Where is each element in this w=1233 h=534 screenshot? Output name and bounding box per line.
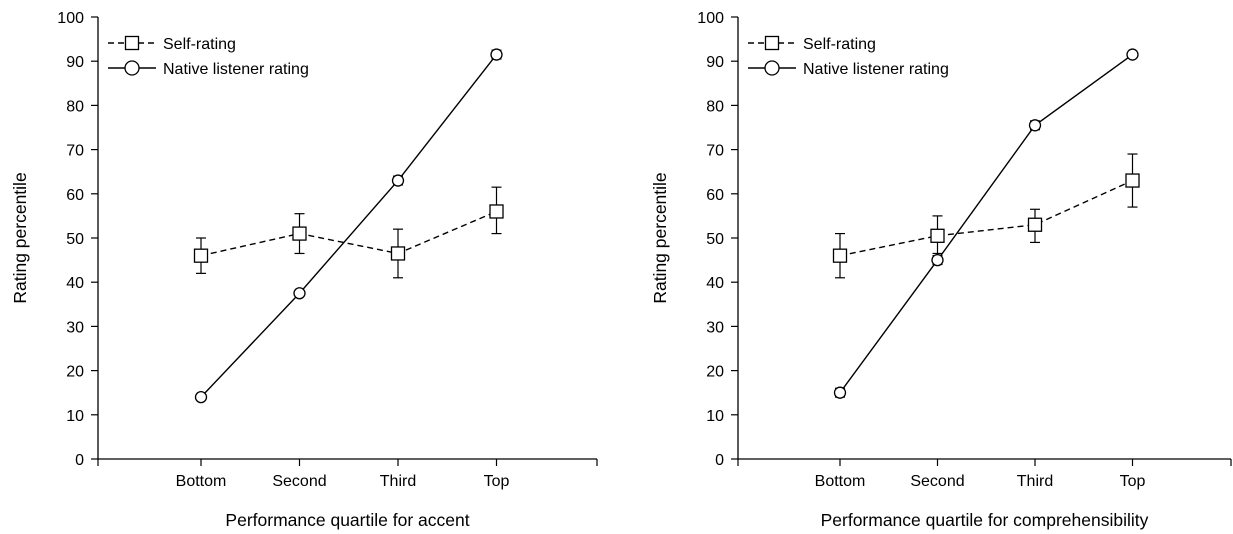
chart-panel-2: 0 10 20 30 40 50 60 70 80 90 100 Bottom Second Third T… [650,10,1232,530]
y-axis-title: Rating percentile [10,172,30,303]
y-tick-label: 60 [706,187,724,204]
legend-marker-square [764,35,780,51]
y-tick-label: 50 [66,231,84,248]
series-native-listener-rating [194,48,503,404]
legend-marker-circle [764,60,780,76]
x-tick-label: Second [910,473,964,490]
y-tick-label: 90 [706,54,724,71]
legend-label: Self-rating [163,36,236,53]
y-axis-title: Rating percentile [650,172,670,303]
x-tick-label: Bottom [176,473,227,490]
data-point-circle [293,287,306,300]
y-tick-label: 100 [57,10,84,27]
x-axis-title: Performance quartile for accent [225,510,469,530]
data-point-circle [490,48,503,61]
data-point-square [390,246,406,261]
data-point-square [1125,173,1140,188]
y-tick-label: 20 [706,364,724,381]
data-point-square [1027,217,1043,232]
data-point-square [832,248,848,263]
y-tick-label: 20 [66,364,84,381]
series-line [200,54,498,398]
series-line [839,179,1133,257]
data-point-circle [931,253,944,267]
legend-marker-square [124,35,140,51]
series-native-listener-rating [833,48,1139,399]
y-tick-label: 70 [66,143,84,160]
series-self-rating [193,186,504,279]
x-tick-label: Top [1120,473,1146,490]
data-point-square [930,228,945,243]
legend-marker-circle [124,60,140,76]
y-tick-label: 40 [66,275,84,292]
y-tick-label: 80 [706,98,724,115]
y-tick-label: 30 [706,319,724,336]
y-tick-label: 70 [706,143,724,160]
legend-label: Self-rating [803,36,876,53]
data-point-square [489,204,504,219]
data-point-circle [1028,119,1042,132]
data-point-circle [1126,48,1139,61]
series-line [839,54,1133,394]
y-tick-label: 80 [66,98,84,115]
y-tick-label: 40 [706,275,724,292]
y-tick-label: 90 [66,54,84,71]
y-tick-label: 50 [706,231,724,248]
x-tick-label: Third [380,473,416,490]
y-tick-label: 30 [66,319,84,336]
series-self-rating [832,153,1140,279]
legend: Self-rating Native listener rating [748,35,949,78]
x-axis-title: Performance quartile for comprehensibili… [821,510,1149,530]
legend-label: Native listener rating [163,61,309,78]
legend: Self-rating Native listener rating [108,35,309,78]
chart-panel-1: 0 10 20 30 40 50 60 70 80 90 100 Bottom Second Third T… [10,10,598,530]
data-point-square [193,248,209,263]
y-tick-label: 0 [715,452,724,469]
y-tick-label: 100 [697,10,724,27]
y-tick-label: 10 [66,408,84,425]
x-tick-label: Bottom [815,473,866,490]
legend-label: Native listener rating [803,61,949,78]
data-point-circle [194,390,208,404]
x-tick-label: Top [484,473,510,490]
y-tick-label: 10 [706,408,724,425]
data-point-circle [833,386,847,399]
data-point-square [292,226,307,241]
series-line [200,210,497,257]
y-tick-label: 0 [75,452,84,469]
x-tick-label: Second [272,473,326,490]
data-point-circle [391,174,405,187]
x-tick-label: Third [1017,473,1053,490]
y-tick-label: 60 [66,187,84,204]
